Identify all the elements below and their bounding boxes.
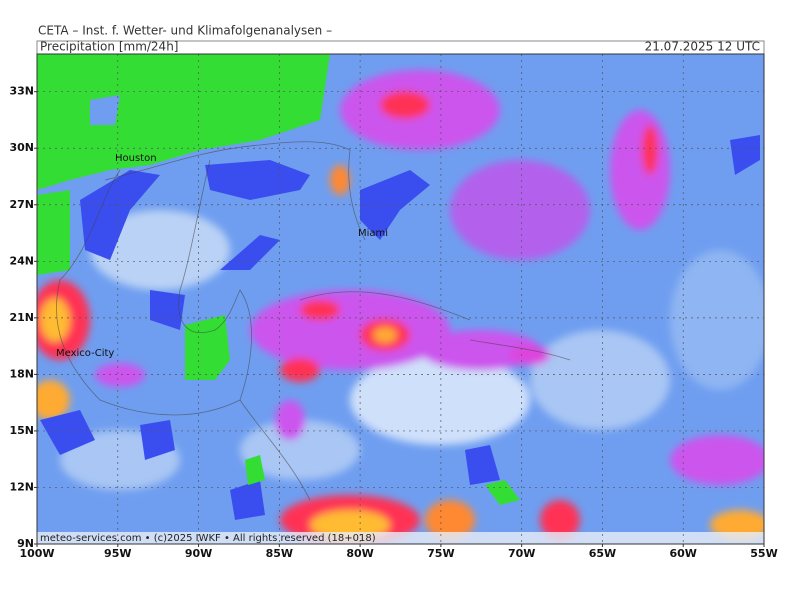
lon-label: 70W	[508, 547, 535, 560]
map-date: 21.07.2025 12 UTC	[645, 40, 760, 54]
lat-label: 18N	[9, 367, 34, 380]
lon-label: 55W	[750, 547, 777, 560]
precip-field	[37, 54, 764, 544]
lon-label: 85W	[266, 547, 293, 560]
city-label: Miami	[358, 228, 388, 239]
city-label: Mexico-City	[56, 348, 114, 359]
lon-label: 60W	[669, 547, 696, 560]
source: CETA – Inst. f. Wetter- und Klimafolgena…	[38, 24, 332, 38]
lat-label: 15N	[9, 424, 34, 437]
city-label: Houston	[115, 153, 157, 164]
lon-label: 95W	[104, 547, 131, 560]
lat-label: 9N	[17, 537, 34, 550]
lat-label: 30N	[9, 141, 34, 154]
map-frame	[36, 53, 765, 545]
lat-label: 27N	[9, 198, 34, 211]
lon-label: 75W	[427, 547, 454, 560]
lat-label: 33N	[9, 85, 34, 98]
lat-label: 21N	[9, 311, 34, 324]
lon-label: 100W	[19, 547, 54, 560]
lat-label: 12N	[9, 480, 34, 493]
map-title: Precipitation [mm/24h]	[40, 40, 178, 54]
lon-label: 65W	[589, 547, 616, 560]
lat-label: 24N	[9, 254, 34, 267]
footer: meteo-services.com • (c)2025 IWKF • All …	[40, 533, 376, 544]
lon-label: 80W	[346, 547, 373, 560]
lon-label: 90W	[185, 547, 212, 560]
